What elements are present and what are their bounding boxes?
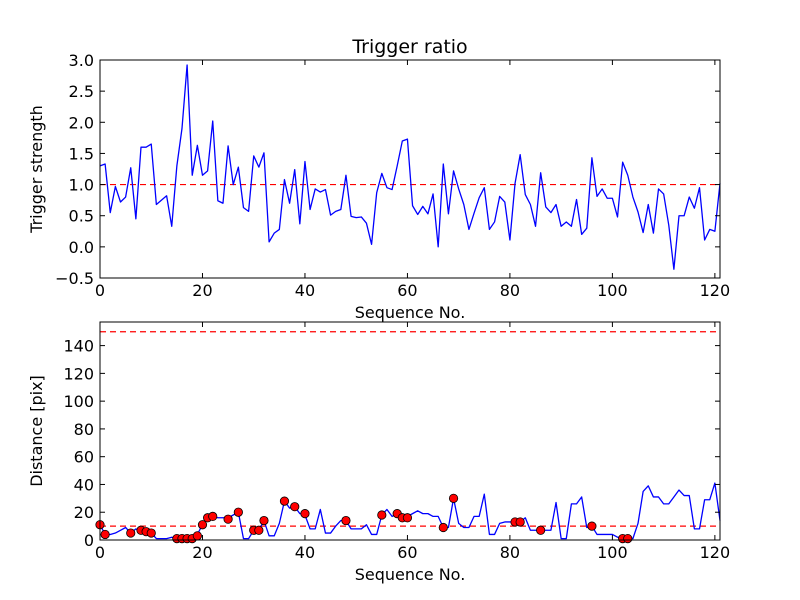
x-tick-label: 0 <box>95 281 105 300</box>
trigger-marker <box>448 493 459 503</box>
trigger-marker <box>126 528 136 538</box>
y-tick-label: 0 <box>84 531 94 550</box>
x-tick-label: 100 <box>597 543 628 562</box>
series-line <box>99 64 721 270</box>
x-tick-label: 60 <box>397 281 417 300</box>
x-tick-label: 120 <box>700 543 731 562</box>
y-tick-label: 60 <box>74 448 94 467</box>
trigger-marker <box>587 521 597 531</box>
y-tick-label: 140 <box>63 337 94 356</box>
x-tick-label: 100 <box>597 281 628 300</box>
x-axis-label: Sequence No. <box>355 565 466 584</box>
axes-frame <box>99 59 721 279</box>
trigger-marker <box>623 534 633 544</box>
trigger-marker <box>341 515 351 526</box>
trigger-marker <box>279 496 290 506</box>
trigger-marker <box>146 528 156 538</box>
y-tick-label: 20 <box>74 503 94 522</box>
trigger-marker <box>259 515 269 526</box>
trigger-marker <box>100 529 110 540</box>
x-tick-label: 0 <box>95 543 105 562</box>
y-axis-label: Trigger strength <box>27 105 46 234</box>
trigger-marker <box>536 525 546 535</box>
trigger-marker <box>192 531 202 541</box>
trigger-marker <box>515 517 525 527</box>
axes-frame <box>99 321 721 541</box>
x-tick-label: 80 <box>500 543 520 562</box>
y-tick-label: −0.5 <box>55 269 94 288</box>
y-tick-label: 0.5 <box>69 207 94 226</box>
top-chart-title: Trigger ratio <box>351 36 467 58</box>
top-chart: 0 20 40 60 80 100 120 −0.5 0.0 0.5 1.0 1.5 2.0 2.5 3.0… <box>27 51 730 322</box>
trigger-marker <box>377 510 387 520</box>
y-tick-label: 2.0 <box>69 113 94 132</box>
trigger-marker <box>208 511 218 521</box>
x-tick-label: 40 <box>295 281 315 300</box>
bottom-chart: 0 20 40 60 80 100 120 0 20 40 60 80 100 120 140 Sequenc… <box>27 321 731 584</box>
x-tick-label: 60 <box>397 543 417 562</box>
y-tick-label: 120 <box>63 364 94 383</box>
y-tick-label: 100 <box>63 392 94 411</box>
y-tick-label: 0.0 <box>69 238 94 257</box>
trigger-marker <box>402 513 413 523</box>
y-tick-label: 1.5 <box>69 144 94 163</box>
y-tick-label: 3.0 <box>69 51 94 70</box>
trigger-marker <box>300 509 310 519</box>
trigger-marker <box>197 520 208 530</box>
x-tick-label: 40 <box>295 543 315 562</box>
x-tick-label: 80 <box>500 281 520 300</box>
y-axis-label: Distance [pix] <box>27 375 46 487</box>
trigger-marker <box>233 507 243 517</box>
x-tick-label: 20 <box>192 281 212 300</box>
y-tick-label: 1.0 <box>69 176 94 195</box>
x-tick-label: 20 <box>192 543 212 562</box>
x-axis-label: Sequence No. <box>355 303 466 322</box>
y-tick-label: 40 <box>74 475 94 494</box>
trigger-marker <box>223 514 233 524</box>
y-tick-label: 80 <box>74 420 94 439</box>
y-tick-label: 2.5 <box>69 82 94 101</box>
x-tick-label: 120 <box>700 281 731 300</box>
trigger-marker <box>438 522 448 533</box>
trigger-marker <box>290 502 300 512</box>
trigger-marker <box>254 525 264 535</box>
